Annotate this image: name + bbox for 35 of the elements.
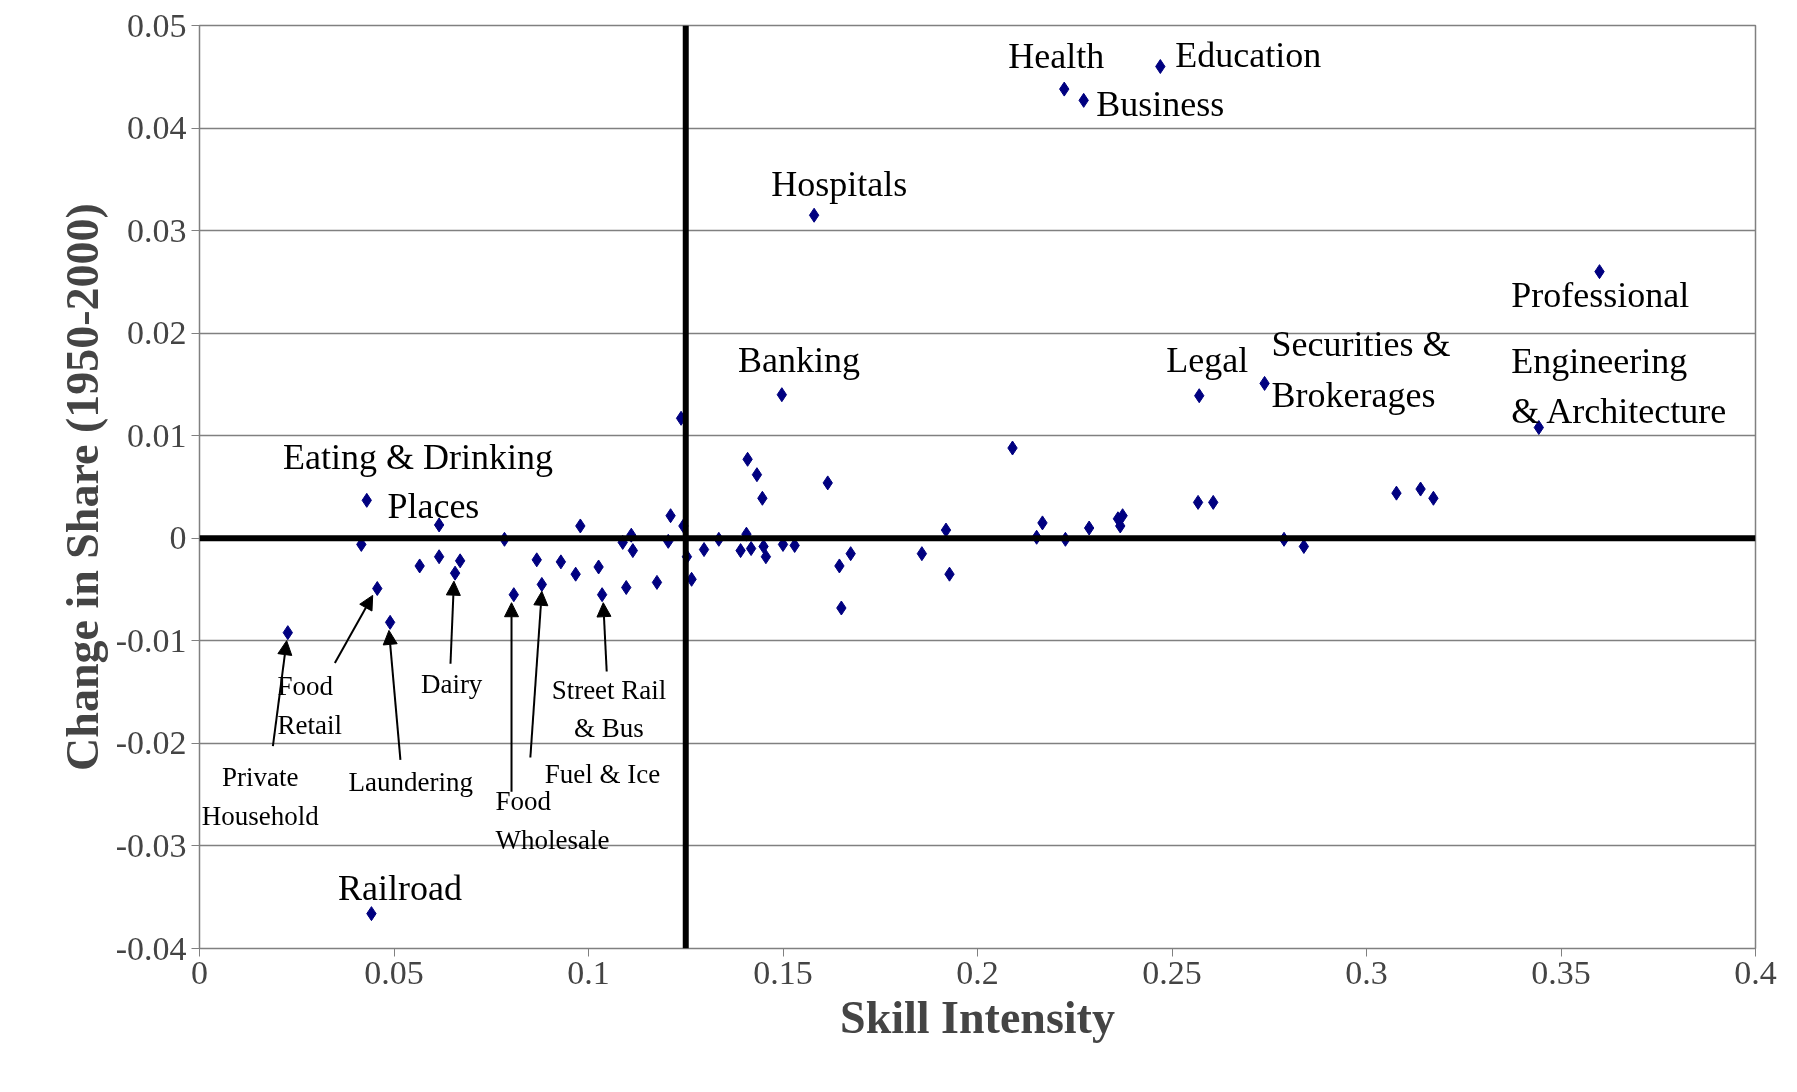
y-tick-label: -0.04 bbox=[115, 929, 187, 967]
x-tick-label: 0.15 bbox=[753, 953, 813, 991]
annotation: Banking bbox=[738, 340, 861, 381]
annotation: Private Household bbox=[201, 762, 320, 831]
x-tick-label: 0.3 bbox=[1345, 953, 1388, 991]
annotation: Dairy bbox=[420, 669, 483, 700]
annotation: Railroad bbox=[338, 868, 463, 909]
annotation: Eating & Drinking Places bbox=[283, 436, 554, 527]
annotation: Legal bbox=[1166, 340, 1249, 381]
y-axis-title: Change in Share (1950-2000) bbox=[56, 203, 108, 771]
annotation: Securities & Brokerages bbox=[1271, 324, 1451, 415]
y-tick-label: 0.03 bbox=[127, 211, 187, 249]
y-tick-label: 0 bbox=[169, 519, 187, 557]
x-axis-title: Skill Intensity bbox=[840, 991, 1115, 1043]
annotation: Professional bbox=[1511, 274, 1690, 315]
y-tick-label: 0.01 bbox=[127, 416, 187, 454]
y-tick-label: 0.02 bbox=[127, 314, 187, 352]
y-tick-label: 0.04 bbox=[127, 109, 187, 147]
x-tick-label: 0.05 bbox=[364, 953, 424, 991]
x-tick-label: 0.35 bbox=[1531, 953, 1591, 991]
annotation: Hospitals bbox=[771, 164, 908, 205]
annotation: Engineering & Architecture bbox=[1511, 341, 1727, 432]
annotation: Business bbox=[1096, 83, 1225, 124]
y-tick-label: 0.05 bbox=[127, 6, 187, 44]
x-tick-label: 0.2 bbox=[956, 953, 999, 991]
y-tick-label: -0.03 bbox=[115, 826, 187, 864]
annotation: Health bbox=[1008, 35, 1105, 76]
x-tick-label: 0.25 bbox=[1142, 953, 1202, 991]
x-tick-label: 0.4 bbox=[1734, 953, 1777, 991]
y-tick-label: -0.01 bbox=[115, 621, 187, 659]
annotation: Street Rail & Bus bbox=[551, 674, 667, 743]
annotation: Laundering bbox=[348, 766, 473, 797]
annotation: Education bbox=[1175, 35, 1322, 76]
x-tick-label: 0.1 bbox=[567, 953, 610, 991]
y-tick-label: -0.02 bbox=[115, 724, 187, 762]
